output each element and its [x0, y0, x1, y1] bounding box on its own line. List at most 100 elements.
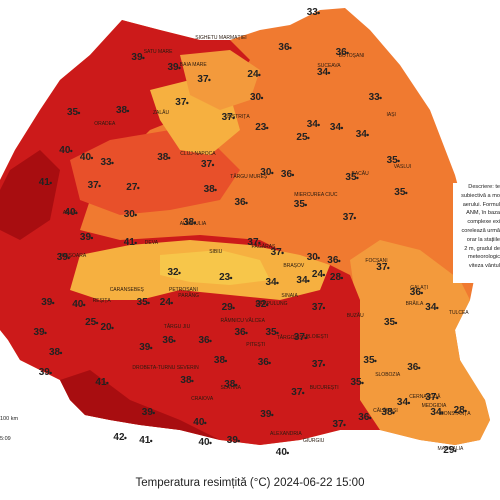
region-label: ALEXANDRIA [270, 431, 302, 437]
east-warm-zone [350, 240, 490, 445]
station-dot [147, 301, 150, 305]
station-marker: 36 [358, 412, 372, 423]
station-dot [193, 221, 197, 225]
station-dot [142, 56, 145, 60]
station-temperature: 36 [358, 412, 370, 423]
station-temperature: 37 [197, 74, 209, 85]
station-temperature: 37 [312, 302, 324, 313]
station-dot [106, 381, 109, 385]
station-marker: 30 [124, 209, 137, 220]
station-dot [95, 321, 99, 325]
station-marker: 39 [34, 327, 47, 338]
station-dot [436, 396, 439, 400]
station-marker: 36 [278, 42, 292, 53]
station-dot [245, 201, 248, 205]
station-marker: 37 [88, 180, 101, 191]
station-dot [317, 256, 320, 260]
station-marker: 23 [219, 272, 233, 283]
station-dot [271, 171, 274, 175]
region-label: MANGALIA [438, 446, 465, 452]
station-marker: 41 [95, 377, 109, 388]
region-label: TÂRGOVIȘTE [277, 334, 310, 341]
region-label: VASLUI [394, 164, 411, 170]
station-temperature: 39 [41, 297, 53, 308]
station-dot [211, 163, 215, 167]
station-dot [173, 339, 176, 343]
station-dot [397, 159, 400, 163]
station-dot [209, 339, 212, 343]
station-temperature: 39 [139, 342, 151, 353]
station-dot [387, 266, 390, 270]
region-label: TULCEA [449, 310, 469, 316]
region-label: BRĂILA [406, 300, 424, 307]
station-temperature: 40 [80, 152, 92, 163]
station-temperature: 24 [247, 69, 259, 80]
station-marker: 37 [312, 359, 326, 370]
description-line: orar la stațiile [466, 236, 500, 243]
station-dot [281, 251, 284, 255]
station-marker: 28 [454, 405, 467, 416]
station-temperature: 34 [397, 397, 409, 408]
station-marker: 33 [101, 157, 114, 168]
station-dot [178, 271, 181, 275]
station-marker: 36 [235, 327, 248, 338]
region-label: TIMIȘOARA [59, 253, 87, 259]
station-dot [224, 359, 228, 363]
station-marker: 38 [214, 355, 228, 366]
station-dot [67, 256, 70, 260]
station-marker: 34 [425, 302, 439, 313]
region-label: MIERCUREA CIUC [294, 192, 338, 198]
station-dot [258, 241, 261, 245]
station-marker: 41 [139, 435, 153, 446]
station-dot [304, 203, 307, 207]
station-dot [137, 186, 140, 190]
station-dot [124, 436, 127, 440]
station-marker: 35 [137, 297, 150, 308]
station-marker: 38 [381, 407, 395, 418]
station-temperature: 42 [113, 432, 125, 443]
station-marker: 28 [330, 272, 344, 283]
station-marker: 36 [281, 169, 295, 180]
station-dot [83, 303, 86, 307]
station-temperature: 37 [222, 112, 234, 123]
region-label: CĂLĂRAȘI [373, 407, 398, 414]
station-temperature: 25 [296, 132, 308, 143]
station-temperature: 25 [85, 317, 97, 328]
region-label: RÂMNICU VÂLCEA [221, 317, 266, 324]
scale-label: 100 km [0, 416, 19, 422]
station-dot [258, 73, 261, 77]
station-temperature: 37 [175, 97, 187, 108]
region-label: ORADEA [94, 121, 116, 127]
station-marker: 39 [131, 52, 145, 63]
station-dot [232, 306, 235, 310]
station-marker: 32 [255, 299, 269, 310]
station-dot [232, 116, 235, 120]
station-marker: 23 [255, 122, 269, 133]
station-temperature: 40 [64, 207, 76, 218]
carpathian-coolest-zone [160, 250, 270, 285]
station-dot [90, 236, 94, 240]
station-dot [152, 411, 155, 415]
station-temperature: 34 [296, 275, 308, 286]
station-temperature: 34 [317, 67, 329, 78]
station-marker: 34 [307, 119, 320, 130]
region-label: CRAIOVA [191, 396, 214, 402]
station-dot [436, 306, 439, 310]
station-dot [276, 331, 279, 335]
region-label: CONSTANȚA [440, 411, 471, 417]
region-label: TÂRGU MUREȘ [230, 173, 268, 180]
station-marker: 39 [168, 62, 181, 73]
station-temperature: 35 [266, 327, 278, 338]
station-marker: 37 [343, 212, 356, 223]
station-dot [304, 336, 307, 340]
station-temperature: 37 [376, 262, 388, 273]
station-dot [49, 181, 52, 185]
station-dot [266, 303, 269, 307]
station-marker: 34 [430, 407, 444, 418]
station-dot [307, 279, 310, 283]
station-marker: 38 [183, 217, 197, 228]
station-marker: 37 [247, 237, 261, 248]
station-temperature: 38 [214, 355, 226, 366]
